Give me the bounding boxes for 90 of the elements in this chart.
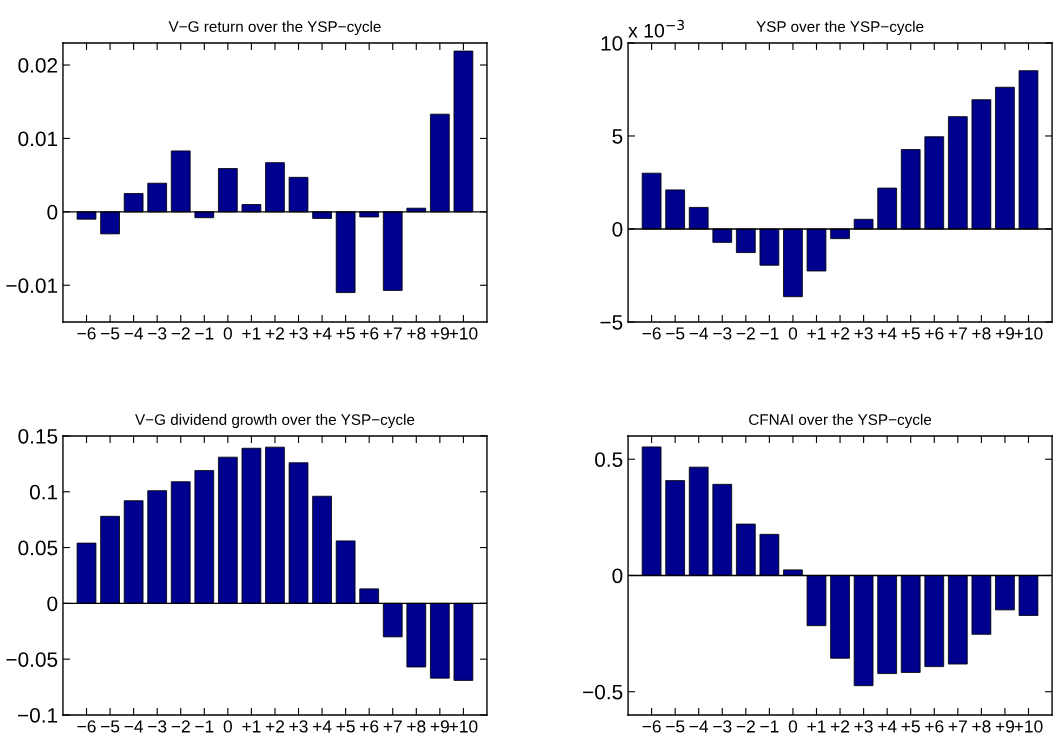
chart-title: V−G dividend growth over the YSP−cycle <box>135 413 415 429</box>
x-tick-label: +10 <box>449 327 478 340</box>
y-tick-label: 0.02 <box>18 58 58 73</box>
x-tick-label: +9 <box>430 327 449 340</box>
x-tick-label: −3 <box>148 327 167 340</box>
x-tick-label: −3 <box>713 720 732 733</box>
x-tick-label: −4 <box>689 720 709 733</box>
x-tick-label: 0 <box>223 327 232 340</box>
x-tick-label: −3 <box>713 327 732 340</box>
x-tick-label: −6 <box>642 327 661 340</box>
x-tick-label: +7 <box>383 327 402 340</box>
x-tick-label: +5 <box>336 327 355 340</box>
y-tick-label: 0.01 <box>18 131 58 147</box>
y-tick-label: −0.05 <box>6 652 58 667</box>
x-tick-label: +9 <box>995 327 1015 340</box>
x-tick-label: +2 <box>831 327 850 340</box>
x-tick-label: −1 <box>760 327 779 340</box>
y-tick-label: −0.1 <box>18 707 58 723</box>
x-tick-label: +1 <box>242 720 261 733</box>
x-tick-label: −5 <box>666 327 685 340</box>
x-tick-label: +9 <box>430 720 449 733</box>
x-tick-label: +3 <box>289 720 308 733</box>
x-tick-label: +1 <box>807 327 826 340</box>
chart-title: CFNAI over the YSP−cycle <box>749 413 932 429</box>
x-tick-label: −1 <box>195 327 214 340</box>
y-tick-label: 0.05 <box>18 540 58 556</box>
x-tick-label: +6 <box>925 327 944 340</box>
x-tick-label: −3 <box>148 720 167 733</box>
y-tick-label: 0 <box>47 204 58 220</box>
y-tick-label: 10 <box>601 35 623 51</box>
x-tick-label: +5 <box>336 720 355 733</box>
x-tick-label: +8 <box>972 720 991 733</box>
x-tick-label: +1 <box>242 327 261 340</box>
x-tick-label: +7 <box>948 720 967 733</box>
x-tick-label: −1 <box>195 720 214 733</box>
text: x 10$^{−3}$ <box>628 19 684 38</box>
y-tick-label: 0 <box>612 221 623 237</box>
x-tick-label: +8 <box>407 720 426 733</box>
x-tick-label: +8 <box>972 327 991 340</box>
x-tick-label: +3 <box>854 720 873 733</box>
x-tick-label: −4 <box>124 720 144 733</box>
x-tick-label: +7 <box>948 327 967 340</box>
x-tick-label: −4 <box>689 327 709 340</box>
x-tick-label: +2 <box>831 720 850 733</box>
x-tick-label: −2 <box>171 720 190 733</box>
x-tick-label: −5 <box>101 327 120 340</box>
x-tick-label: +6 <box>360 720 379 733</box>
y-tick-label: −5 <box>600 315 623 330</box>
y-tick-label: 0.15 <box>18 428 58 444</box>
x-tick-label: +10 <box>1014 720 1043 733</box>
y-tick-label: 5 <box>612 129 623 144</box>
chart-title: V−G return over the YSP−cycle <box>168 20 381 36</box>
x-tick-label: +5 <box>901 720 920 733</box>
x-tick-label: +4 <box>878 327 897 340</box>
x-tick-label: −5 <box>666 720 685 733</box>
x-tick-label: −2 <box>171 327 190 340</box>
x-tick-label: +6 <box>360 327 379 340</box>
x-tick-label: +4 <box>878 720 897 733</box>
x-tick-label: −6 <box>77 720 96 733</box>
y-tick-label: 0.1 <box>29 484 58 500</box>
x-tick-label: −4 <box>124 327 144 340</box>
x-tick-label: 0 <box>788 720 798 733</box>
y-tick-label: 0 <box>47 596 58 612</box>
x-tick-label: −6 <box>77 327 96 340</box>
x-tick-label: +3 <box>289 327 308 340</box>
x-tick-label: +3 <box>854 327 873 340</box>
x-tick-label: +7 <box>383 720 402 733</box>
x-tick-label: −6 <box>642 720 661 733</box>
x-tick-label: 0 <box>223 720 232 733</box>
x-tick-label: +2 <box>265 720 284 733</box>
chart-title: YSP over the YSP−cycle <box>756 20 924 36</box>
x-tick-label: +10 <box>1014 327 1043 340</box>
y-tick-label: −0.01 <box>6 278 58 294</box>
x-tick-label: +4 <box>313 720 332 733</box>
y-tick-label: 0 <box>612 568 623 584</box>
x-tick-label: 0 <box>788 327 798 340</box>
x-tick-label: −2 <box>736 720 755 733</box>
x-tick-label: +9 <box>995 720 1015 733</box>
x-tick-label: +1 <box>807 720 826 733</box>
x-tick-label: +6 <box>925 720 944 733</box>
x-tick-label: +4 <box>313 327 332 340</box>
y-tick-label: 0.5 <box>595 452 623 467</box>
x-tick-label: +5 <box>901 327 920 340</box>
x-tick-label: +2 <box>265 327 284 340</box>
x-tick-label: −2 <box>736 327 755 340</box>
y-tick-label: −0.5 <box>583 684 623 700</box>
x-tick-label: −1 <box>760 720 779 733</box>
x-tick-label: +8 <box>407 327 426 340</box>
x-tick-label: −5 <box>101 720 120 733</box>
x-tick-label: +10 <box>449 720 478 733</box>
